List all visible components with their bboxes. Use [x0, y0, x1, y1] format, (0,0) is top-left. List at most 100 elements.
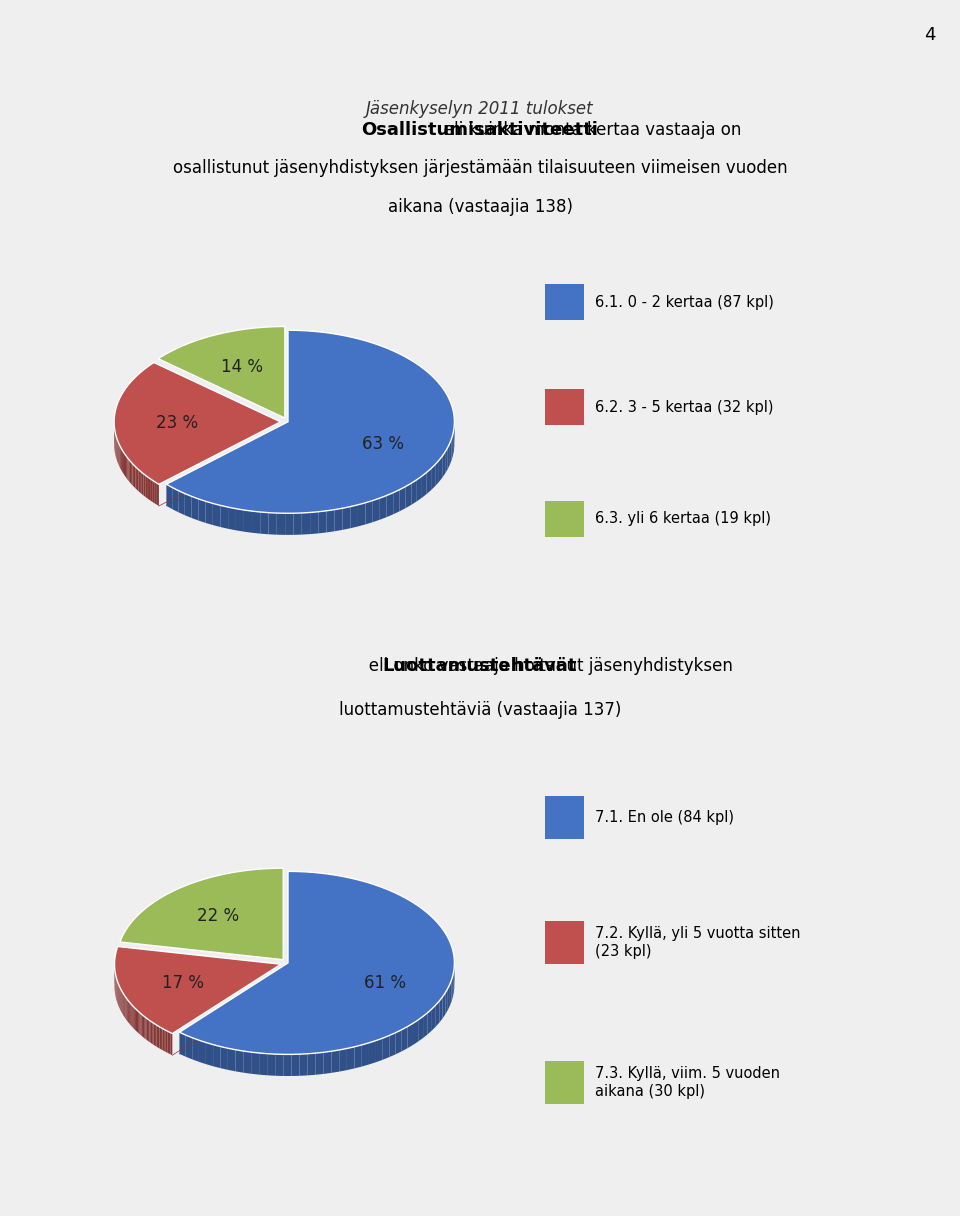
Polygon shape — [153, 1023, 154, 1045]
Polygon shape — [185, 1035, 192, 1059]
Polygon shape — [260, 512, 269, 534]
Polygon shape — [171, 1032, 173, 1055]
Text: 61 %: 61 % — [364, 974, 406, 991]
Polygon shape — [130, 461, 132, 484]
Polygon shape — [450, 439, 451, 465]
Polygon shape — [267, 1054, 276, 1076]
Polygon shape — [166, 484, 172, 510]
Polygon shape — [236, 508, 244, 531]
Polygon shape — [143, 1015, 144, 1038]
Polygon shape — [114, 362, 280, 484]
Bar — [545, 1062, 584, 1104]
Polygon shape — [324, 1051, 331, 1074]
Text: 17 %: 17 % — [162, 974, 204, 992]
Polygon shape — [252, 1052, 259, 1075]
Text: Luottamustehtävät: Luottamustehtävät — [383, 657, 577, 675]
Text: 7.2. Kyllä, yli 5 vuotta sitten
(23 kpl): 7.2. Kyllä, yli 5 vuotta sitten (23 kpl) — [595, 927, 801, 958]
Polygon shape — [180, 1032, 185, 1057]
Polygon shape — [451, 434, 453, 460]
Polygon shape — [155, 482, 156, 505]
Polygon shape — [149, 478, 151, 501]
Polygon shape — [316, 1052, 324, 1075]
Polygon shape — [132, 1006, 133, 1029]
Polygon shape — [137, 1010, 138, 1032]
Polygon shape — [376, 1038, 383, 1063]
Polygon shape — [413, 1020, 419, 1045]
Polygon shape — [451, 975, 453, 1001]
Polygon shape — [153, 480, 155, 503]
Text: Osallistumisaktiviteetti: Osallistumisaktiviteetti — [362, 120, 598, 139]
Polygon shape — [164, 1030, 166, 1052]
Text: 63 %: 63 % — [362, 435, 403, 454]
Text: aikana (vastaajia 138): aikana (vastaajia 138) — [388, 198, 572, 216]
Polygon shape — [439, 456, 443, 482]
Polygon shape — [159, 1026, 161, 1049]
Polygon shape — [154, 1023, 156, 1046]
Polygon shape — [343, 507, 350, 530]
Text: 14 %: 14 % — [221, 358, 263, 376]
Bar — [545, 921, 584, 964]
Polygon shape — [432, 1004, 436, 1030]
Polygon shape — [144, 474, 145, 497]
Bar — [545, 285, 584, 320]
Polygon shape — [228, 1048, 235, 1071]
Polygon shape — [134, 1008, 136, 1031]
Polygon shape — [140, 471, 142, 494]
Polygon shape — [235, 1049, 243, 1073]
Polygon shape — [126, 456, 128, 479]
Text: 23 %: 23 % — [156, 415, 199, 432]
Polygon shape — [140, 1013, 142, 1036]
Polygon shape — [156, 483, 159, 506]
Polygon shape — [169, 1032, 171, 1054]
Polygon shape — [133, 1007, 134, 1030]
Polygon shape — [423, 1013, 427, 1038]
Polygon shape — [138, 1012, 139, 1034]
Polygon shape — [399, 486, 406, 511]
Polygon shape — [354, 1045, 362, 1069]
Polygon shape — [243, 1051, 252, 1074]
Polygon shape — [331, 1049, 339, 1073]
Polygon shape — [228, 507, 236, 530]
Polygon shape — [114, 946, 281, 1034]
Bar — [545, 796, 584, 839]
Polygon shape — [292, 1054, 300, 1076]
Polygon shape — [146, 1018, 147, 1040]
Polygon shape — [431, 465, 435, 490]
Polygon shape — [380, 495, 387, 519]
Text: eli kuinka monta kertaa vastaaja on: eli kuinka monta kertaa vastaaja on — [218, 120, 742, 139]
Polygon shape — [162, 1029, 164, 1051]
Polygon shape — [326, 510, 334, 533]
Polygon shape — [129, 460, 130, 483]
Polygon shape — [369, 1041, 376, 1064]
Polygon shape — [124, 452, 125, 477]
Text: 7.3. Kyllä, viim. 5 vuoden
aikana (30 kpl): 7.3. Kyllä, viim. 5 vuoden aikana (30 kp… — [595, 1066, 780, 1099]
Polygon shape — [259, 1053, 267, 1075]
Polygon shape — [390, 1032, 396, 1057]
Polygon shape — [166, 331, 454, 513]
Polygon shape — [301, 512, 310, 535]
Polygon shape — [447, 443, 450, 469]
Polygon shape — [427, 1009, 432, 1035]
Text: 22 %: 22 % — [197, 907, 239, 925]
Polygon shape — [191, 496, 199, 520]
Polygon shape — [362, 1043, 369, 1066]
Polygon shape — [147, 477, 149, 500]
Polygon shape — [135, 467, 137, 490]
Polygon shape — [156, 1025, 158, 1047]
Polygon shape — [172, 488, 179, 512]
Polygon shape — [147, 1018, 148, 1041]
Polygon shape — [142, 472, 144, 495]
Polygon shape — [132, 463, 134, 486]
Polygon shape — [319, 511, 326, 534]
Polygon shape — [310, 512, 319, 534]
Polygon shape — [450, 980, 451, 1006]
Polygon shape — [199, 499, 205, 523]
Polygon shape — [252, 511, 260, 534]
Polygon shape — [396, 1030, 401, 1054]
Polygon shape — [447, 984, 450, 1010]
Polygon shape — [151, 1021, 153, 1043]
Polygon shape — [213, 1045, 221, 1068]
Polygon shape — [426, 468, 431, 494]
Polygon shape — [307, 1053, 316, 1075]
Polygon shape — [436, 1001, 440, 1026]
